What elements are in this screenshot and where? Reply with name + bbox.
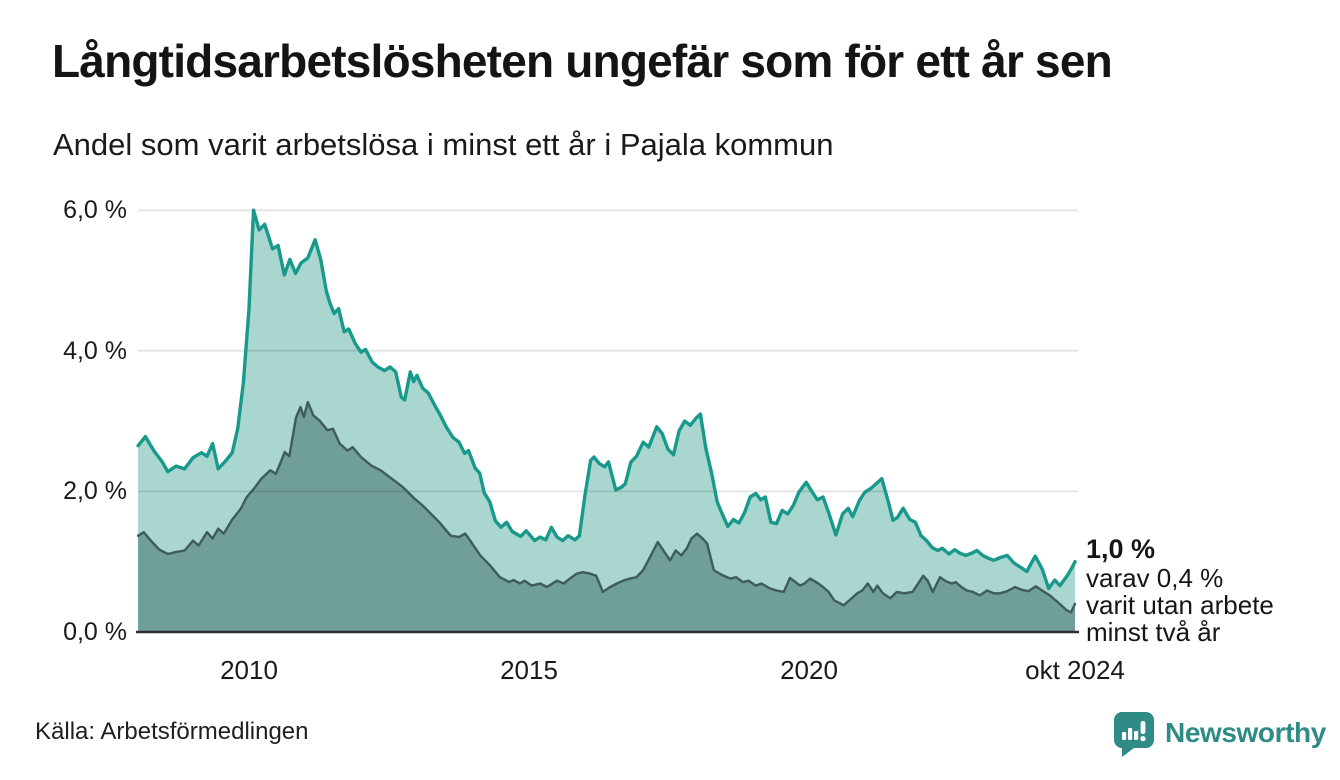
y-axis-tick-label: 6,0 % [63,196,127,225]
source-label: Källa: Arbetsförmedlingen [35,718,309,745]
newsworthy-bubble-chart-icon [1114,711,1154,757]
x-axis-tick-label: 2020 [780,655,838,685]
series-line [136,400,1077,614]
newsworthy-logo: Newsworthy [1112,708,1326,758]
x-axis-tick-label: okt 2024 [1025,655,1125,685]
y-axis-tick-label: 4,0 % [63,336,127,365]
page-title: Långtidsarbetslösheten ungefär som för e… [52,35,1113,87]
annotation-note-line: varit utan arbete [1086,590,1274,620]
area-0,4 % [138,402,1076,632]
annotation-value: 1,0 % [1086,534,1156,564]
x-axis-tick-label: 2010 [220,655,278,685]
newsworthy-logo-text: Newsworthy [1165,717,1326,748]
series-line [136,208,1077,591]
page-subtitle: Andel som varit arbetslösa i minst ett å… [53,127,834,162]
end-value-annotation: 1,0 % varav 0,4 % varit utan arbete mins… [1086,536,1316,646]
y-axis-tick-label: 2,0 % [63,477,127,506]
x-axis-tick-label: 2015 [500,655,558,685]
annotation-note-line: minst två år [1086,617,1221,647]
y-axis-tick-label: 0,0 % [63,618,127,646]
annotation-note-line: varav 0,4 % [1086,563,1224,593]
